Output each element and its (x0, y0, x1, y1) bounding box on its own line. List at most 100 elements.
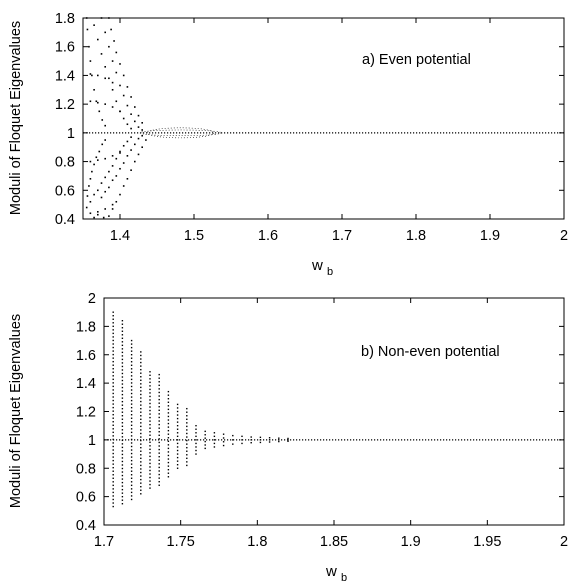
data-point (140, 493, 142, 495)
data-point (158, 473, 160, 476)
data-point (112, 403, 114, 405)
data-point (176, 417, 179, 420)
y-tick-label: 1.8 (76, 319, 96, 335)
ylabel-b: Moduli of Floquet Eigenvalues (8, 314, 24, 508)
panel-a: a) Even potential Moduli of Floquet Eige… (8, 11, 568, 278)
data-point (167, 465, 170, 467)
data-point (134, 106, 136, 108)
data-point (112, 364, 114, 366)
data-point (204, 440, 206, 443)
data-point (204, 447, 206, 450)
data-point (89, 160, 92, 163)
data-point (121, 358, 124, 361)
data-point (112, 311, 114, 313)
data-point (195, 442, 197, 445)
data-point (158, 459, 160, 461)
data-point (140, 386, 142, 389)
data-point (112, 463, 114, 465)
data-point (112, 505, 114, 508)
data-point (112, 417, 114, 419)
data-point (186, 446, 188, 449)
data-point (112, 484, 114, 487)
data-point (112, 452, 114, 455)
data-point (121, 344, 124, 347)
plot-frame-b (103, 297, 565, 526)
data-point (158, 452, 160, 454)
data-point (130, 149, 132, 151)
data-point (97, 159, 99, 161)
data-point (137, 153, 140, 156)
data-point (130, 357, 133, 359)
y-tick-label: 1.2 (76, 405, 96, 421)
data-point (121, 485, 124, 487)
data-point (195, 428, 197, 430)
data-point (158, 406, 160, 408)
data-point (112, 382, 114, 384)
data-point (121, 503, 124, 505)
data-point (140, 418, 142, 421)
data-point (287, 440, 289, 442)
data-point (158, 420, 160, 422)
data-point (104, 139, 106, 141)
data-point (130, 410, 133, 412)
data-point (241, 439, 243, 441)
data-point (158, 409, 160, 412)
data-point (112, 481, 114, 483)
data-point (121, 397, 124, 399)
data-point (112, 392, 114, 395)
data-point (130, 495, 133, 497)
data-point (167, 468, 170, 471)
data-point (121, 443, 124, 445)
data-point (126, 104, 129, 107)
data-point (186, 461, 188, 463)
data-point (119, 84, 121, 87)
data-point (186, 454, 188, 456)
data-point (167, 405, 170, 407)
data-point (176, 446, 179, 448)
data-point (167, 412, 170, 414)
data-point (126, 123, 129, 126)
data-point (111, 106, 114, 108)
data-point (130, 484, 133, 487)
data-point (95, 156, 98, 159)
data-point (104, 176, 106, 179)
data-point (95, 100, 98, 103)
y-tick-label: 1.2 (55, 97, 75, 113)
data-point (140, 415, 142, 417)
data-point (213, 439, 216, 441)
data-point (149, 423, 151, 426)
data-point (115, 51, 118, 54)
data-point (112, 495, 114, 497)
data-point (140, 482, 142, 484)
data-point (121, 432, 124, 435)
data-point (140, 429, 142, 431)
data-point (130, 136, 132, 138)
data-point (111, 179, 114, 182)
data-point (149, 381, 151, 384)
data-point (130, 417, 133, 419)
data-point (268, 439, 271, 441)
data-point (140, 454, 142, 456)
y-tick-label: 1 (67, 126, 75, 142)
data-point (126, 178, 129, 180)
data-point (176, 414, 179, 416)
data-point (130, 421, 133, 423)
y-tick-label: 1 (88, 433, 96, 449)
data-point (158, 381, 160, 383)
data-point (111, 155, 114, 157)
data-point (101, 119, 104, 121)
data-point (130, 428, 133, 430)
data-point (232, 443, 234, 445)
data-point (149, 448, 151, 451)
data-point (213, 432, 216, 434)
data-point (158, 477, 160, 479)
data-point (149, 427, 151, 429)
data-point (121, 450, 124, 452)
data-point (122, 185, 125, 187)
data-point (104, 31, 106, 34)
data-point (130, 368, 133, 370)
data-point (130, 456, 133, 458)
data-point (121, 499, 124, 501)
data-point (140, 475, 142, 477)
data-point (121, 439, 124, 442)
